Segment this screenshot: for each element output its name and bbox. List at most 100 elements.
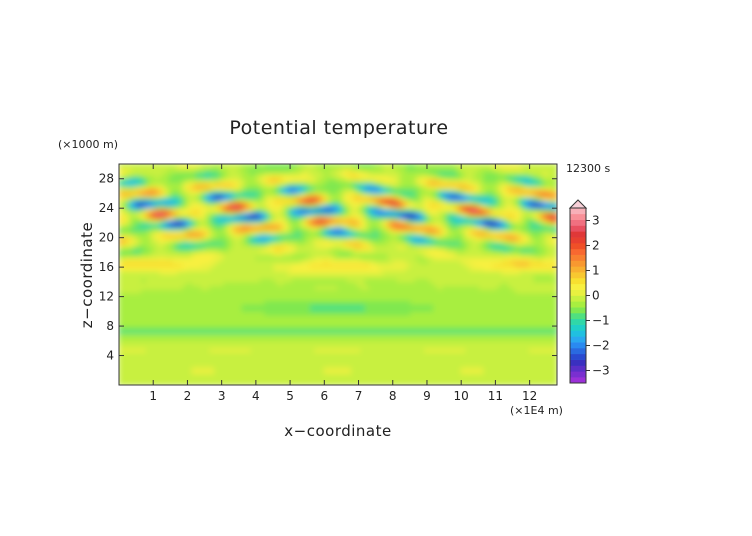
heatmap-cell: [465, 244, 471, 250]
heatmap-cell: [428, 314, 435, 320]
heatmap-cell: [182, 266, 189, 272]
heatmap-cell: [446, 214, 453, 220]
heatmap-cell: [478, 351, 485, 357]
heatmap-cell: [319, 369, 325, 375]
heatmap-cell: [446, 310, 453, 316]
heatmap-cell: [337, 380, 344, 385]
heatmap-cell: [291, 354, 298, 360]
heatmap-cell: [232, 189, 239, 195]
heatmap-cell: [136, 358, 143, 364]
heatmap-cell: [465, 200, 471, 206]
heatmap-cell: [364, 318, 371, 323]
heatmap-cell: [428, 296, 435, 301]
heatmap-cell: [351, 299, 357, 305]
heatmap-cell: [410, 343, 417, 349]
heatmap-cell: [460, 240, 467, 246]
heatmap-cell: [205, 200, 211, 206]
heatmap-cell: [378, 178, 385, 184]
heatmap-cell: [456, 214, 462, 220]
heatmap-cell: [145, 343, 152, 349]
heatmap-cell: [150, 229, 157, 235]
heatmap-cell: [164, 164, 170, 169]
heatmap-cell: [182, 373, 189, 379]
heatmap-cell: [241, 314, 248, 320]
heatmap-cell: [127, 343, 134, 349]
heatmap-cell: [218, 314, 225, 320]
heatmap-cell: [419, 240, 426, 246]
heatmap-cell: [419, 321, 426, 327]
heatmap-cell: [428, 164, 435, 169]
heatmap-cell: [122, 192, 129, 198]
heatmap-cell: [173, 233, 179, 239]
heatmap-cell: [469, 336, 476, 342]
heatmap-cell: [173, 266, 179, 272]
heatmap-cell: [268, 354, 275, 360]
heatmap-cell: [296, 181, 303, 187]
heatmap-cell: [487, 365, 494, 371]
heatmap-cell: [154, 336, 161, 342]
heatmap-cell: [287, 222, 293, 228]
heatmap-cell: [214, 307, 220, 312]
heatmap-cell: [232, 181, 239, 187]
heatmap-cell: [337, 277, 344, 283]
heatmap-cell: [323, 358, 330, 364]
heatmap-cell: [227, 296, 234, 301]
heatmap-cell: [419, 281, 426, 287]
heatmap-cell: [218, 211, 225, 217]
heatmap-cell: [497, 347, 503, 353]
heatmap-cell: [264, 296, 271, 301]
heatmap-cell: [141, 299, 147, 305]
heatmap-cell: [168, 266, 175, 272]
heatmap-cell: [378, 226, 385, 231]
heatmap-cell: [360, 329, 366, 335]
heatmap-cell: [492, 358, 499, 364]
heatmap-cell: [209, 365, 216, 371]
heatmap-cell: [337, 351, 344, 357]
heatmap-cell: [259, 314, 266, 320]
heatmap-cell: [200, 214, 207, 220]
heatmap-cell: [214, 292, 220, 298]
heatmap-cell: [314, 185, 321, 191]
heatmap-cell: [132, 214, 138, 220]
heatmap-cell: [282, 211, 289, 217]
heatmap-cell: [273, 237, 280, 242]
heatmap-cell: [369, 207, 376, 213]
heatmap-cell: [218, 214, 225, 220]
heatmap-cell: [364, 354, 371, 360]
heatmap-cell: [259, 229, 266, 235]
heatmap-cell: [182, 277, 189, 283]
heatmap-cell: [237, 218, 243, 224]
heatmap-cell: [205, 229, 211, 235]
heatmap-cell: [232, 174, 239, 180]
heatmap-cell: [218, 354, 225, 360]
heatmap-cell: [346, 211, 353, 217]
heatmap-cell: [159, 325, 166, 331]
heatmap-cell: [341, 251, 348, 257]
heatmap-cell: [227, 229, 234, 235]
heatmap-cell: [141, 277, 147, 283]
heatmap-cell: [296, 292, 303, 298]
heatmap-cell: [451, 351, 458, 357]
heatmap-cell: [119, 358, 125, 364]
heatmap-cell: [150, 255, 157, 261]
heatmap-cell: [428, 222, 435, 228]
heatmap-cell: [168, 362, 175, 368]
heatmap-cell: [182, 284, 189, 290]
heatmap-cell: [282, 233, 289, 239]
heatmap-cell: [132, 329, 138, 335]
heatmap-cell: [296, 174, 303, 180]
heatmap-cell: [451, 377, 458, 382]
heatmap-cell: [232, 380, 239, 385]
heatmap-cell: [474, 237, 481, 242]
heatmap-cell: [314, 288, 321, 294]
heatmap-cell: [405, 244, 412, 250]
heatmap-cell: [360, 248, 366, 253]
heatmap-cell: [291, 226, 298, 231]
heatmap-cell: [310, 270, 316, 276]
heatmap-cell: [497, 380, 503, 385]
heatmap-cell: [369, 340, 376, 346]
heatmap-cell: [492, 273, 499, 279]
heatmap-cell: [214, 273, 220, 279]
heatmap-cell: [410, 222, 417, 228]
heatmap-cell: [351, 255, 357, 261]
